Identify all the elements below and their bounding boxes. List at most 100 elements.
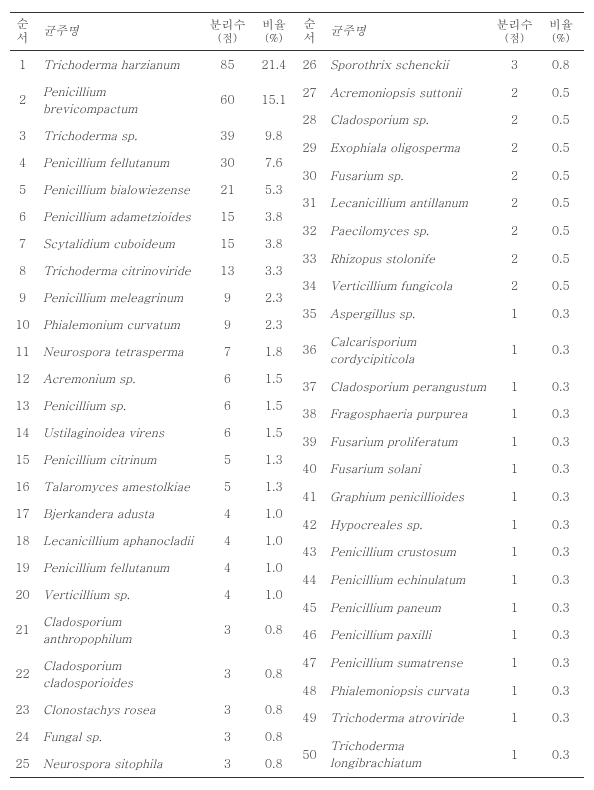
cell-count: 7	[204, 338, 250, 365]
cell-num: 16	[10, 473, 35, 500]
cell-ratio: 0.5	[538, 134, 584, 162]
cell-count: 4	[204, 500, 250, 527]
table-row: 1Trichoderma harzianum8521.4	[10, 50, 297, 78]
cell-count: 2	[491, 244, 537, 272]
cell-ratio: 3.8	[251, 230, 297, 257]
table-row: 29Exophiala oligosperma20.5	[297, 134, 584, 162]
cell-count: 2	[491, 189, 537, 217]
cell-species-name: Cladosporium cladosporioides	[35, 652, 204, 696]
cell-species-name: Scytalidium cuboideum	[35, 230, 204, 257]
cell-count: 1	[491, 372, 537, 400]
cell-count: 2	[491, 161, 537, 189]
cell-ratio: 21.4	[251, 50, 297, 78]
table-row: 11Neurospora tetrasperma71.8	[10, 338, 297, 365]
cell-num: 42	[297, 510, 322, 538]
cell-num: 31	[297, 189, 322, 217]
cell-num: 3	[10, 122, 35, 149]
cell-num: 18	[10, 527, 35, 554]
cell-count: 15	[204, 203, 250, 230]
table-row: 7Scytalidium cuboideum153.8	[10, 230, 297, 257]
cell-species-name: Verticillium sp.	[35, 581, 204, 608]
cell-ratio: 1.5	[251, 392, 297, 419]
cell-species-name: Acremoniopsis suttonii	[322, 78, 491, 106]
cell-num: 2	[10, 78, 35, 122]
cell-species-name: Neurospora sitophila	[35, 750, 204, 777]
cell-species-name: Fusarium proliferatum	[322, 428, 491, 456]
table-row: 42Hypocreales sp.10.3	[297, 510, 584, 538]
table-row: 18Lecanicillium aphanocladii41.0	[10, 527, 297, 554]
cell-count: 1	[491, 400, 537, 428]
cell-species-name: Paecilomyces sp.	[322, 217, 491, 245]
cell-species-name: Fungal sp.	[35, 723, 204, 750]
cell-species-name: Penicillium echinulatum	[322, 566, 491, 594]
table-row: 33Rhizopus stolonife20.5	[297, 244, 584, 272]
cell-num: 30	[297, 161, 322, 189]
cell-count: 1	[491, 593, 537, 621]
cell-ratio: 1.3	[251, 446, 297, 473]
cell-ratio: 1.0	[251, 554, 297, 581]
table-row: 14Ustilaginoidea virens61.5	[10, 419, 297, 446]
cell-num: 37	[297, 372, 322, 400]
cell-count: 1	[491, 455, 537, 483]
cell-count: 6	[204, 419, 250, 446]
cell-count: 9	[204, 311, 250, 338]
table-header-row: 순서 균주명 분리수(점) 비율(%)	[297, 13, 584, 50]
cell-count: 2	[491, 217, 537, 245]
cell-count: 5	[204, 473, 250, 500]
table-row: 22Cladosporium cladosporioides30.8	[10, 652, 297, 696]
table-row: 25Neurospora sitophila30.8	[10, 750, 297, 777]
cell-species-name: Trichoderma longibrachiatum	[322, 732, 491, 777]
cell-count: 4	[204, 554, 250, 581]
cell-count: 39	[204, 122, 250, 149]
cell-species-name: Fragosphaeria purpurea	[322, 400, 491, 428]
table-row: 34Verticillium fungicola20.5	[297, 272, 584, 300]
species-table-left: 순서 균주명 분리수(점) 비율(%) 1Trichoderma harzian…	[10, 13, 297, 777]
table-row: 50Trichoderma longibrachiatum10.3	[297, 732, 584, 777]
cell-num: 28	[297, 106, 322, 134]
cell-ratio: 1.0	[251, 527, 297, 554]
cell-count: 3	[204, 652, 250, 696]
cell-ratio: 0.3	[538, 732, 584, 777]
cell-species-name: Penicillium crustosum	[322, 538, 491, 566]
cell-ratio: 3.3	[251, 257, 297, 284]
cell-count: 1	[491, 483, 537, 511]
cell-species-name: Aspergillus sp.	[322, 300, 491, 328]
cell-num: 12	[10, 365, 35, 392]
table-row: 3Trichoderma sp.399.8	[10, 122, 297, 149]
cell-species-name: Penicillium paneum	[322, 593, 491, 621]
cell-ratio: 0.8	[251, 750, 297, 777]
cell-count: 3	[204, 696, 250, 723]
cell-ratio: 5.3	[251, 176, 297, 203]
cell-count: 4	[204, 527, 250, 554]
cell-ratio: 0.3	[538, 372, 584, 400]
table-body-left: 1Trichoderma harzianum8521.42 Penicillium…	[10, 50, 297, 777]
cell-ratio: 0.3	[538, 400, 584, 428]
cell-species-name: Sporothrix schenckii	[322, 50, 491, 78]
header-ratio: 비율(%)	[538, 13, 584, 50]
cell-count: 1	[491, 538, 537, 566]
cell-count: 1	[491, 649, 537, 677]
cell-num: 5	[10, 176, 35, 203]
cell-count: 13	[204, 257, 250, 284]
cell-ratio: 0.5	[538, 189, 584, 217]
table-row: 8Trichoderma citrinoviride133.3	[10, 257, 297, 284]
cell-species-name: Clonostachys rosea	[35, 696, 204, 723]
cell-num: 24	[10, 723, 35, 750]
cell-species-name: Cladosporium sp.	[322, 106, 491, 134]
header-name: 균주명	[322, 13, 491, 50]
cell-count: 6	[204, 365, 250, 392]
cell-ratio: 0.5	[538, 106, 584, 134]
table-row: 32Paecilomyces sp.20.5	[297, 217, 584, 245]
cell-num: 48	[297, 676, 322, 704]
header-name: 균주명	[35, 13, 204, 50]
cell-species-name: Penicillium fellutanum	[35, 554, 204, 581]
cell-ratio: 7.6	[251, 149, 297, 176]
cell-ratio: 0.3	[538, 483, 584, 511]
cell-ratio: 0.5	[538, 161, 584, 189]
cell-num: 19	[10, 554, 35, 581]
cell-ratio: 0.8	[251, 652, 297, 696]
table-row: 28Cladosporium sp.20.5	[297, 106, 584, 134]
cell-num: 36	[297, 327, 322, 372]
cell-count: 85	[204, 50, 250, 78]
table-row: 37Cladosporium perangustum10.3	[297, 372, 584, 400]
